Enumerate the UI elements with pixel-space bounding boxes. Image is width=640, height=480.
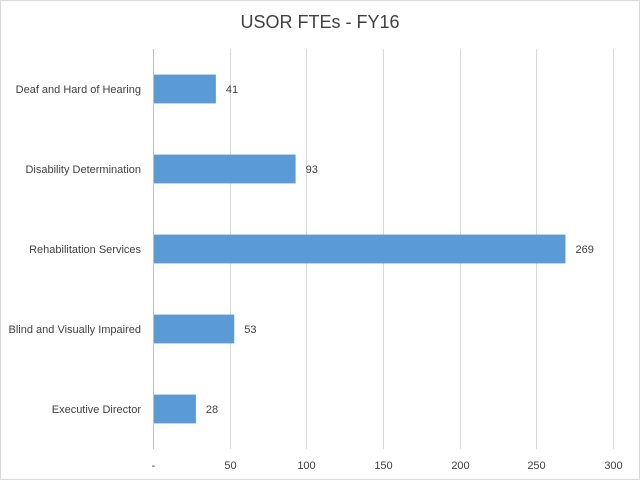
data-label: 269 — [575, 244, 593, 256]
category-label: Disability Determination — [25, 164, 141, 176]
x-tick-label: 150 — [374, 460, 392, 472]
data-labels: 41 93 269 53 28 — [206, 84, 594, 416]
category-labels: Deaf and Hard of Hearing Disability Deter… — [9, 84, 142, 416]
bar-executive-director[interactable] — [154, 394, 196, 424]
x-tick-label: 300 — [604, 460, 622, 472]
data-label: 53 — [244, 324, 256, 336]
x-tick-label: 50 — [224, 460, 236, 472]
x-tick-label: 200 — [451, 460, 469, 472]
x-tick-label: 100 — [297, 460, 315, 472]
bar-blind-and-visually-impaired[interactable] — [154, 314, 235, 344]
category-label: Blind and Visually Impaired — [9, 324, 141, 336]
category-label: Rehabilitation Services — [29, 244, 141, 256]
bars — [154, 74, 566, 424]
category-label: Deaf and Hard of Hearing — [16, 84, 141, 96]
bar-disability-determination[interactable] — [154, 154, 296, 184]
bar-deaf-and-hard-of-hearing[interactable] — [154, 74, 216, 104]
data-label: 93 — [306, 164, 318, 176]
chart-title: USOR FTEs - FY16 — [240, 12, 399, 32]
data-label: 41 — [226, 84, 238, 96]
x-tick-label: - — [152, 460, 156, 472]
x-tick-label: 250 — [527, 460, 545, 472]
category-label: Executive Director — [52, 404, 142, 416]
bar-rehabilitation-services[interactable] — [154, 234, 566, 264]
x-axis-ticks: - 50 100 150 200 250 300 — [152, 460, 623, 472]
data-label: 28 — [206, 404, 218, 416]
